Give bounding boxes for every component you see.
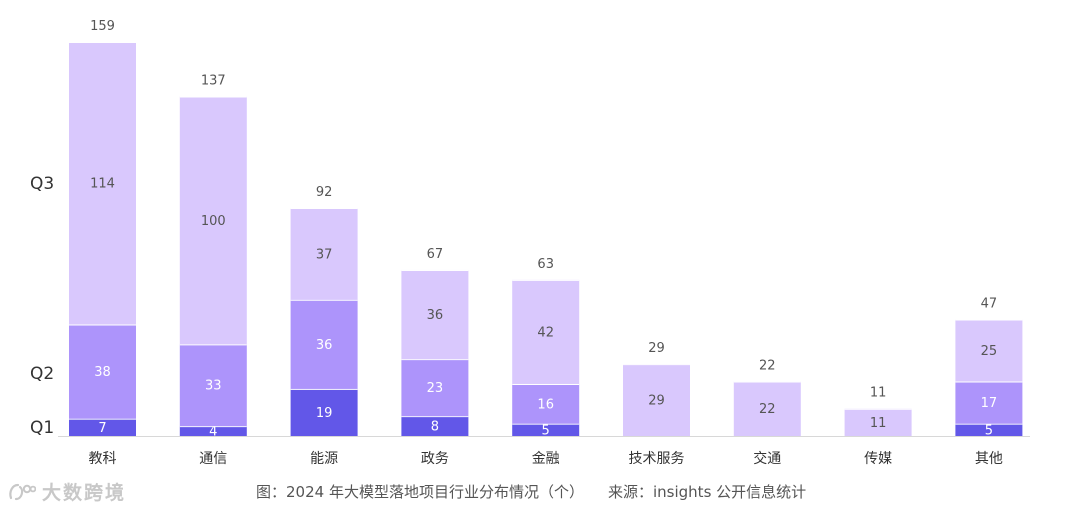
category-label: 通信 bbox=[199, 451, 227, 467]
bar-segment-q3 bbox=[69, 42, 136, 325]
data-label: 16 bbox=[537, 397, 554, 412]
bar-segment-q2 bbox=[179, 344, 247, 427]
data-label: 17 bbox=[981, 396, 998, 411]
watermark-text: 大数跨境 bbox=[42, 482, 127, 504]
bar-segment-q2 bbox=[512, 383, 580, 424]
data-label: 5 bbox=[542, 423, 550, 438]
category-label: 政务 bbox=[421, 451, 449, 467]
logo-icon bbox=[9, 483, 36, 500]
total-label: 137 bbox=[201, 74, 226, 89]
category-label: 技术服务 bbox=[629, 451, 685, 467]
data-label: 37 bbox=[316, 247, 333, 262]
category-label: 传媒 bbox=[864, 451, 892, 467]
series-label-q1: Q1 bbox=[30, 418, 54, 438]
bar-segment-q1 bbox=[512, 423, 580, 436]
data-label: 4 bbox=[209, 425, 217, 440]
bar-segment-q1 bbox=[69, 418, 136, 436]
series-label-q2: Q2 bbox=[30, 364, 54, 384]
total-label: 67 bbox=[427, 247, 444, 262]
category-label: 其他 bbox=[975, 451, 1003, 467]
bar-segment-q3 bbox=[179, 96, 247, 345]
data-label: 25 bbox=[981, 344, 998, 359]
total-label: 92 bbox=[316, 185, 333, 200]
category-label: 教科 bbox=[89, 451, 117, 467]
data-label: 36 bbox=[316, 338, 333, 353]
total-label: 159 bbox=[90, 19, 115, 34]
data-label: 38 bbox=[94, 365, 111, 380]
data-label: 7 bbox=[98, 421, 106, 436]
bar-segment-q1 bbox=[179, 426, 247, 436]
data-label: 23 bbox=[427, 381, 444, 396]
bar-segment-q3 bbox=[623, 364, 690, 436]
data-label: 33 bbox=[205, 379, 222, 394]
figure-title: 图：2024 年大模型落地项目行业分布情况（个） bbox=[256, 483, 584, 501]
data-label: 11 bbox=[870, 416, 887, 431]
data-label: 29 bbox=[648, 394, 665, 409]
total-label: 11 bbox=[870, 386, 887, 401]
data-label: 8 bbox=[431, 420, 439, 435]
bar-segment-q2 bbox=[69, 324, 136, 419]
data-label: 114 bbox=[90, 177, 115, 192]
data-label: 42 bbox=[537, 325, 554, 340]
category-label: 能源 bbox=[310, 451, 338, 467]
bar-segment-q1 bbox=[290, 388, 358, 436]
bar-segment-q2 bbox=[955, 381, 1023, 424]
category-label: 交通 bbox=[753, 450, 781, 467]
total-label: 47 bbox=[981, 297, 998, 312]
total-label: 63 bbox=[537, 257, 554, 272]
watermark-logo: 大数跨境 bbox=[8, 478, 126, 505]
figure-source: 来源：insights 公开信息统计 bbox=[608, 483, 807, 501]
data-label: 100 bbox=[201, 214, 226, 229]
bar-segment-q3 bbox=[401, 269, 469, 360]
category-label: 金融 bbox=[532, 451, 560, 467]
data-label: 5 bbox=[985, 423, 993, 438]
bar-segment-q3 bbox=[290, 208, 358, 300]
bar-segment-q3 bbox=[733, 381, 801, 436]
bar-segment-q1 bbox=[401, 416, 469, 436]
bar-segment-q2 bbox=[290, 299, 358, 389]
bar-segment-q3 bbox=[844, 408, 912, 436]
total-label: 22 bbox=[759, 358, 776, 373]
series-label-q3: Q3 bbox=[30, 174, 54, 194]
data-label: 19 bbox=[316, 406, 333, 421]
data-label: 22 bbox=[759, 402, 776, 417]
total-label: 29 bbox=[648, 341, 665, 356]
bar-segment-q3 bbox=[512, 279, 580, 384]
bar-segment-q3 bbox=[955, 319, 1023, 382]
data-label: 36 bbox=[427, 308, 444, 323]
bar-segment-q2 bbox=[401, 359, 469, 417]
bar-segment-q1 bbox=[955, 423, 1023, 436]
